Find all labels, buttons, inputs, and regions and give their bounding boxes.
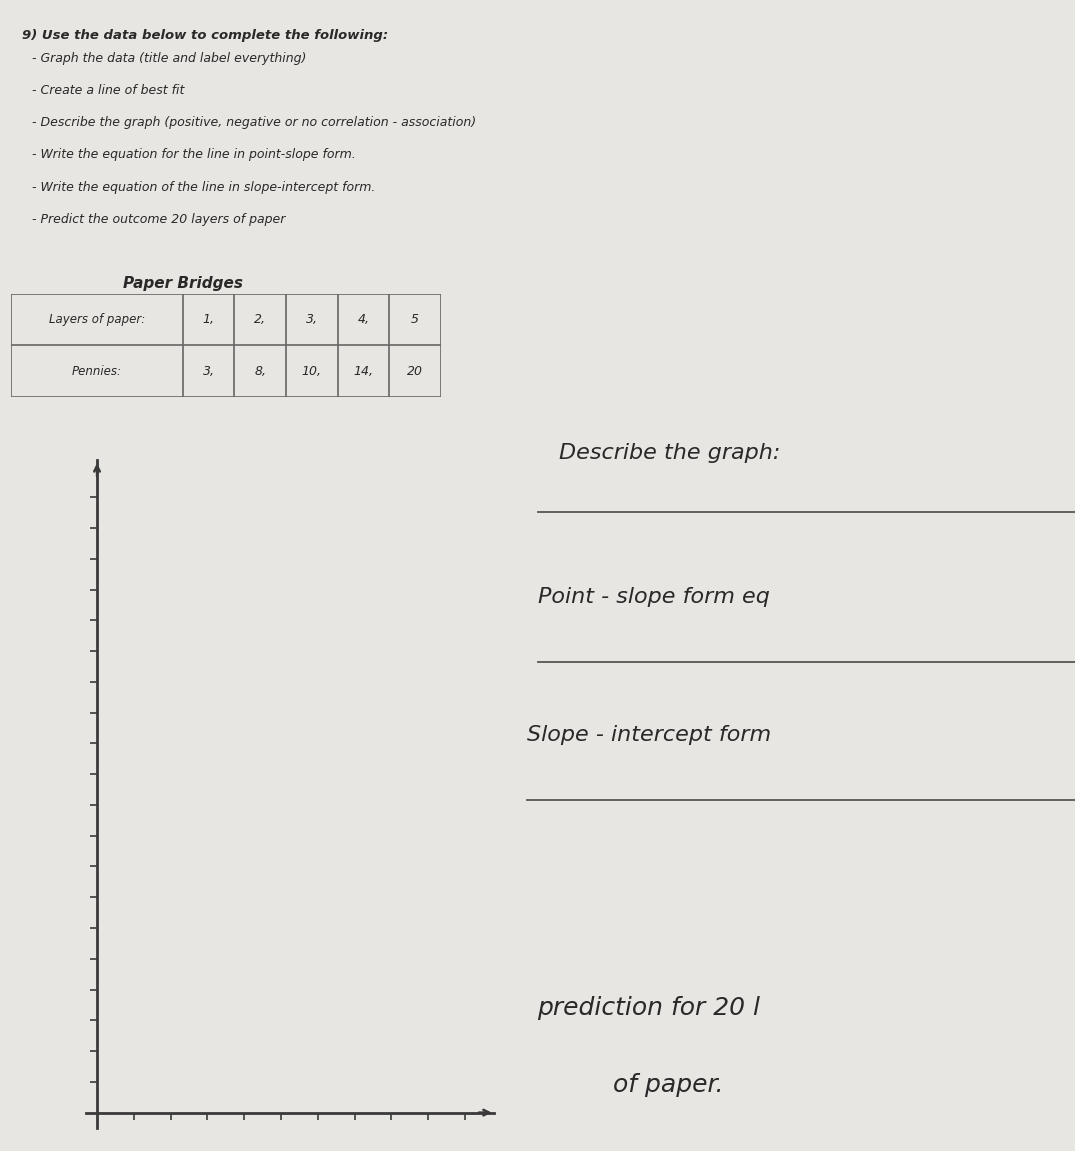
Text: prediction for 20 l: prediction for 20 l	[538, 996, 760, 1020]
Text: 14,: 14,	[354, 365, 373, 378]
Text: Pennies:: Pennies:	[72, 365, 121, 378]
Text: - Create a line of best fit: - Create a line of best fit	[32, 84, 185, 97]
Text: 4,: 4,	[357, 313, 370, 326]
Text: 8,: 8,	[254, 365, 267, 378]
Text: of paper.: of paper.	[613, 1073, 723, 1097]
Text: 3,: 3,	[202, 365, 215, 378]
Text: - Write the equation of the line in slope-intercept form.: - Write the equation of the line in slop…	[32, 181, 375, 193]
Text: 10,: 10,	[302, 365, 321, 378]
Text: Layers of paper:: Layers of paper:	[48, 313, 145, 326]
Text: 9) Use the data below to complete the following:: 9) Use the data below to complete the fo…	[22, 29, 388, 41]
Text: - Write the equation for the line in point-slope form.: - Write the equation for the line in poi…	[32, 148, 356, 161]
Text: 2,: 2,	[254, 313, 267, 326]
Text: Slope - intercept form: Slope - intercept form	[527, 725, 771, 745]
Text: Point - slope form eq: Point - slope form eq	[538, 587, 770, 607]
Text: - Describe the graph (positive, negative or no correlation - association): - Describe the graph (positive, negative…	[32, 116, 476, 129]
Text: 5: 5	[411, 313, 419, 326]
Text: - Predict the outcome 20 layers of paper: - Predict the outcome 20 layers of paper	[32, 213, 286, 226]
Text: 1,: 1,	[202, 313, 215, 326]
Text: Describe the graph:: Describe the graph:	[559, 443, 780, 463]
Text: - Graph the data (title and label everything): - Graph the data (title and label everyt…	[32, 52, 306, 64]
Text: Paper Bridges: Paper Bridges	[123, 276, 243, 291]
Text: 20: 20	[407, 365, 422, 378]
Text: 3,: 3,	[305, 313, 318, 326]
